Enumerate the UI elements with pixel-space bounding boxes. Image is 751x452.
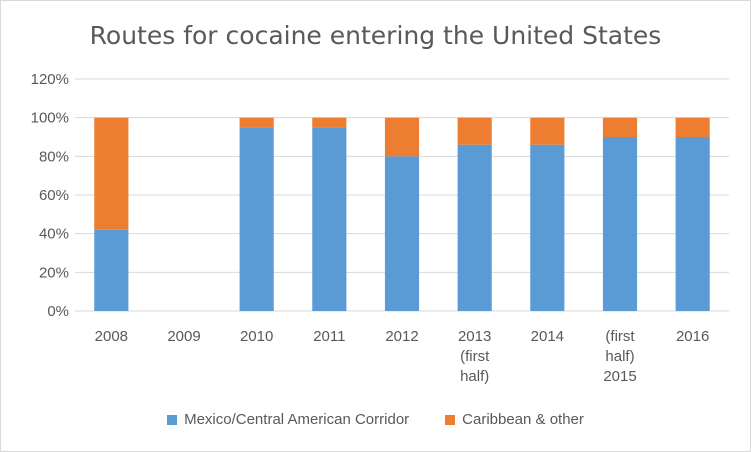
bar-mexico-corridor-0 — [94, 229, 129, 311]
x-tick-label: 2009 — [167, 328, 200, 345]
x-tick-label: 2012 — [385, 328, 418, 345]
bar-mexico-corridor-2 — [239, 127, 274, 311]
bar-caribbean-other-0 — [94, 117, 129, 230]
bar-caribbean-other-7 — [602, 117, 638, 137]
x-tick-label: 2011 — [313, 328, 345, 345]
chart-legend: Mexico/Central American Corridor Caribbea… — [1, 411, 750, 428]
bar-mexico-corridor-7 — [602, 137, 638, 311]
bar-caribbean-other-2 — [239, 117, 274, 128]
legend-label: Mexico/Central American Corridor — [184, 411, 410, 428]
bar-caribbean-other-4 — [384, 117, 420, 157]
bar-caribbean-other-6 — [530, 117, 565, 145]
bar-caribbean-other-5 — [457, 117, 492, 145]
y-tick-label: 80% — [39, 148, 69, 165]
bar-caribbean-other-3 — [312, 117, 347, 128]
x-tick-label: 2008 — [95, 328, 128, 345]
bar-mexico-corridor-6 — [530, 144, 565, 311]
legend-swatch — [445, 414, 456, 425]
x-tick-label: 2016 — [676, 328, 709, 345]
bar-caribbean-other-8 — [675, 117, 710, 137]
legend-item-caribbean-other: Caribbean & other — [445, 411, 584, 428]
y-tick-label: 0% — [47, 303, 69, 320]
x-tick-label: 2014 — [531, 328, 564, 345]
y-tick-label: 20% — [39, 264, 69, 281]
legend-swatch — [167, 414, 178, 425]
y-tick-label: 40% — [39, 226, 69, 243]
x-tick-label: 2010 — [240, 328, 273, 345]
x-tick-label: 2013 (first half) — [458, 328, 491, 385]
y-tick-label: 100% — [31, 110, 69, 127]
bar-mexico-corridor-4 — [384, 156, 420, 311]
bar-mexico-corridor-5 — [457, 144, 492, 311]
x-tick-label: (first half) 2015 — [603, 328, 636, 385]
legend-label: Caribbean & other — [462, 411, 584, 428]
y-tick-label: 60% — [39, 187, 69, 204]
bar-mexico-corridor-8 — [675, 137, 710, 311]
legend-item-mexico-corridor: Mexico/Central American Corridor — [167, 411, 409, 428]
y-tick-label: 120% — [31, 71, 69, 88]
chart-plot-area: 0% 20% 40% 60% 80% 100% 120% 2008 2009 2010 2011 20… — [31, 71, 729, 385]
chart-title: Routes for cocaine entering the United S… — [89, 21, 662, 50]
bar-mexico-corridor-3 — [312, 127, 347, 311]
